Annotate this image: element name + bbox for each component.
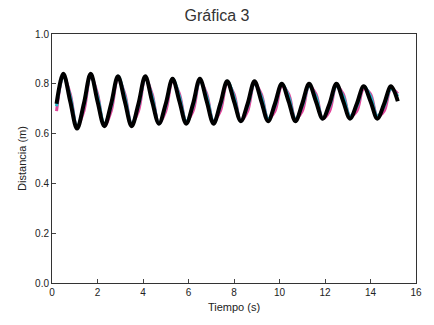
svg-text:0.8: 0.8 [35, 78, 49, 89]
svg-text:Distancia (m): Distancia (m) [16, 126, 28, 191]
svg-text:4: 4 [140, 287, 146, 298]
svg-text:0.6: 0.6 [35, 128, 49, 139]
svg-text:16: 16 [410, 287, 422, 298]
svg-text:1.0: 1.0 [35, 29, 49, 40]
svg-text:6: 6 [186, 287, 192, 298]
svg-text:0.2: 0.2 [35, 228, 49, 239]
svg-text:2: 2 [95, 287, 101, 298]
svg-text:Tiempo (s): Tiempo (s) [208, 301, 260, 313]
svg-text:10: 10 [274, 287, 286, 298]
svg-text:8: 8 [231, 287, 237, 298]
svg-text:0.4: 0.4 [35, 178, 49, 189]
svg-text:Gráfica 3: Gráfica 3 [185, 7, 250, 24]
svg-text:12: 12 [319, 287, 331, 298]
svg-text:14: 14 [365, 287, 377, 298]
svg-text:0.0: 0.0 [35, 278, 49, 289]
svg-text:0: 0 [49, 287, 55, 298]
